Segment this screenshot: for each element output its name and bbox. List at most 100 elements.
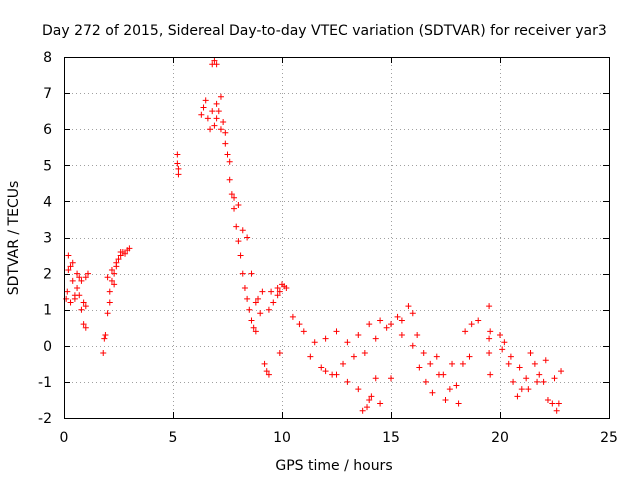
data-point [366, 396, 373, 403]
data-point [527, 350, 534, 357]
data-point [455, 400, 462, 407]
data-point [108, 266, 115, 273]
data-point [372, 375, 379, 382]
data-point [211, 57, 218, 64]
data-point [71, 295, 78, 302]
data-point [276, 288, 283, 295]
data-point [344, 378, 351, 385]
data-point [117, 248, 124, 255]
data-point [80, 299, 87, 306]
data-point [540, 378, 547, 385]
data-point [355, 331, 362, 338]
data-point [518, 386, 525, 393]
data-point [67, 263, 74, 270]
data-point [322, 368, 329, 375]
data-point [217, 93, 224, 100]
data-point [416, 364, 423, 371]
data-point [333, 328, 340, 335]
data-point [377, 400, 384, 407]
data-point [69, 259, 76, 266]
data-point [113, 259, 120, 266]
data-point [213, 61, 220, 68]
data-point [211, 122, 218, 129]
data-point [333, 371, 340, 378]
x-tick-label: 10 [273, 430, 291, 446]
data-point [283, 285, 290, 292]
data-point [344, 339, 351, 346]
data-point [74, 270, 81, 277]
data-point [536, 371, 543, 378]
data-point [274, 292, 281, 299]
data-point [531, 360, 538, 367]
data-point [486, 350, 493, 357]
data-point [525, 386, 532, 393]
data-point [263, 368, 270, 375]
data-point [252, 299, 259, 306]
data-point [372, 335, 379, 342]
x-axis-label: GPS time / hours [275, 458, 392, 474]
data-point [78, 306, 85, 313]
data-point [442, 396, 449, 403]
data-point [250, 324, 257, 331]
data-point [126, 245, 133, 252]
data-point [82, 274, 89, 281]
data-point [487, 371, 494, 378]
data-point [446, 386, 453, 393]
data-point [241, 285, 248, 292]
data-point [84, 270, 91, 277]
data-point [239, 227, 246, 234]
data-point [174, 151, 181, 158]
data-point [468, 321, 475, 328]
y-tick-label: 3 [43, 231, 52, 247]
data-point [226, 176, 233, 183]
data-point [553, 407, 560, 414]
y-tick-label: -1 [38, 375, 52, 391]
data-point [228, 191, 235, 198]
x-tick-label: 25 [600, 430, 618, 446]
data-point [104, 310, 111, 317]
y-tick-label: 2 [43, 267, 52, 283]
data-point [542, 357, 549, 364]
data-point [215, 108, 222, 115]
data-point [217, 126, 224, 133]
data-point [516, 364, 523, 371]
data-point [359, 407, 366, 414]
data-point [429, 389, 436, 396]
data-point [265, 371, 272, 378]
data-point [239, 270, 246, 277]
data-point [265, 306, 272, 313]
data-point [311, 339, 318, 346]
y-axis-label: SDTVAR / TECUs [6, 181, 22, 296]
y-tick-label: 5 [43, 158, 52, 174]
data-point [544, 396, 551, 403]
data-point [322, 335, 329, 342]
data-point [422, 378, 429, 385]
data-point [175, 165, 182, 172]
data-point [534, 378, 541, 385]
data-point [409, 310, 416, 317]
data-point [462, 328, 469, 335]
data-point [255, 295, 262, 302]
data-point [514, 393, 521, 400]
data-point [350, 353, 357, 360]
data-point [453, 382, 460, 389]
data-point [213, 115, 220, 122]
data-point [501, 339, 508, 346]
data-point [222, 129, 229, 136]
x-tick-label: 20 [491, 430, 509, 446]
data-point [383, 324, 390, 331]
data-point [427, 360, 434, 367]
data-point [318, 364, 325, 371]
data-point [202, 97, 209, 104]
data-point [213, 100, 220, 107]
data-point [300, 328, 307, 335]
data-point [366, 321, 373, 328]
data-point [235, 202, 242, 209]
data-points [63, 57, 565, 414]
data-point [80, 321, 87, 328]
data-point [235, 238, 242, 245]
data-point [231, 194, 238, 201]
data-point [111, 270, 118, 277]
data-point [398, 317, 405, 324]
